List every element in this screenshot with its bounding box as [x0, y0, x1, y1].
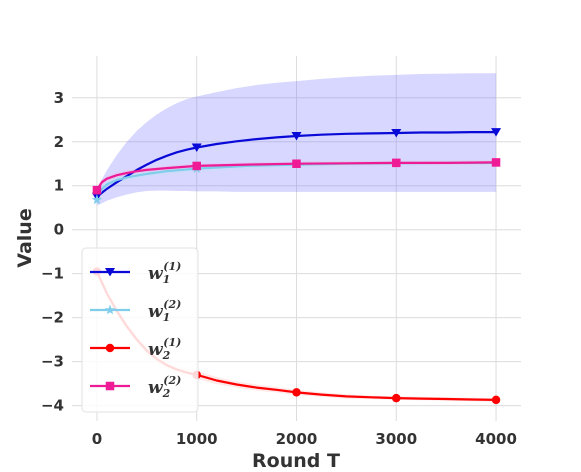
- legend-entry-label: w1(1): [148, 260, 181, 286]
- legend: w1(1) w1(2) w2(1) w2(2): [81, 247, 199, 413]
- marker-square: [392, 158, 401, 168]
- marker-star: [104, 304, 116, 315]
- legend-entry-label: w2(2): [148, 374, 181, 400]
- y-tick-label: −1: [41, 265, 64, 283]
- series-line: [95, 161, 497, 191]
- series-band: [96, 160, 497, 205]
- x-tick-label: 4000: [475, 430, 517, 448]
- x-tick-label: 0: [92, 430, 102, 448]
- marker-square: [192, 161, 201, 171]
- x-tick-label: 1000: [176, 430, 218, 448]
- marker-circle: [491, 395, 501, 405]
- x-axis-label: Round T: [252, 450, 340, 472]
- marker-circle: [292, 388, 301, 397]
- tick-labels: 0 1000 2000 3000 4000 3 2 1 0 −1 −2 −3 −4: [41, 89, 517, 448]
- marker-triangle: [291, 132, 302, 141]
- marker-square: [491, 158, 501, 167]
- marker-triangle: [191, 143, 202, 152]
- marker-square: [105, 381, 115, 391]
- marker-triangle: [491, 128, 502, 137]
- marker-square: [92, 185, 102, 195]
- y-tick-label: −3: [41, 353, 64, 371]
- y-tick-label: −4: [41, 397, 64, 415]
- grid: [72, 56, 521, 421]
- x-tick-label: 3000: [375, 430, 417, 448]
- legend-entry-label: w2(1): [148, 336, 181, 362]
- y-tick-label: 0: [54, 221, 64, 239]
- y-tick-label: 2: [54, 133, 64, 151]
- marker-circle: [392, 393, 401, 403]
- y-tick-label: 3: [54, 89, 64, 107]
- marker-triangle: [105, 268, 115, 277]
- marker-square: [292, 159, 301, 168]
- y-tick-label: 1: [54, 177, 64, 195]
- marker-star: [91, 194, 103, 205]
- marker-triangle: [391, 128, 402, 138]
- y-axis-label: Value: [14, 208, 36, 267]
- marker-circle: [105, 343, 115, 353]
- y-tick-label: −2: [41, 309, 64, 327]
- legend-box: [81, 247, 199, 413]
- x-tick-label: 2000: [276, 430, 318, 448]
- legend-entry-label: w1(2): [148, 298, 181, 324]
